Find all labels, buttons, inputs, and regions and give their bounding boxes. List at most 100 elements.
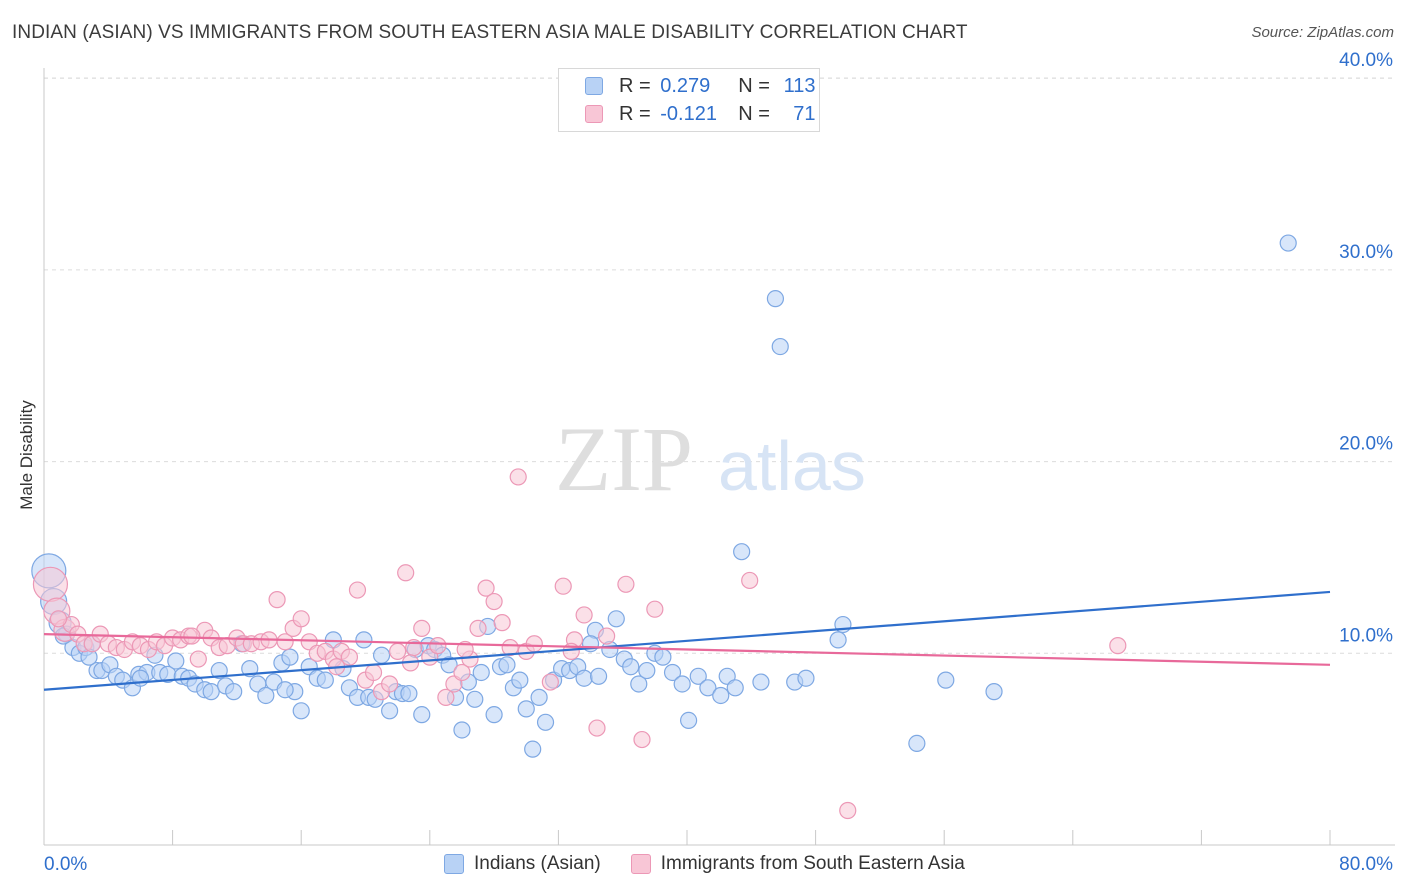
y-tick-label: 20.0% xyxy=(1339,434,1393,455)
data-point xyxy=(588,719,606,737)
data-point xyxy=(276,633,294,651)
data-point xyxy=(183,627,201,645)
data-point xyxy=(210,661,228,680)
data-point xyxy=(733,543,751,561)
data-point xyxy=(485,706,503,724)
data-point xyxy=(281,648,299,666)
data-point xyxy=(633,730,651,749)
data-point xyxy=(536,713,555,731)
data-point xyxy=(400,684,418,703)
data-point xyxy=(493,614,511,632)
data-point xyxy=(292,610,310,628)
data-point xyxy=(752,673,770,691)
data-point xyxy=(340,648,359,666)
legend-r-label: R = xyxy=(619,74,651,97)
data-point xyxy=(381,702,399,720)
data-point xyxy=(381,675,399,693)
data-point xyxy=(617,575,635,593)
data-point xyxy=(646,600,664,618)
legend-swatch-blue xyxy=(444,854,464,874)
legend-row-blue: R = 0.279 N = 113 xyxy=(585,73,816,99)
data-point xyxy=(389,642,407,660)
data-point xyxy=(663,663,682,682)
data-point xyxy=(509,468,527,486)
data-point xyxy=(466,690,484,708)
data-point xyxy=(829,631,847,649)
watermark-atlas: atlas xyxy=(718,427,866,505)
data-point xyxy=(575,606,593,624)
data-point xyxy=(49,610,68,628)
data-point xyxy=(517,700,535,718)
legend-n-label: N = xyxy=(738,74,770,97)
data-point xyxy=(673,675,691,693)
legend-n-value: 71 xyxy=(793,102,816,125)
legend-r-value: 0.279 xyxy=(660,74,711,97)
watermark-zip: ZIP xyxy=(555,408,693,510)
legend-item-immigrants: Immigrants from South Eastern Asia xyxy=(630,853,965,875)
data-point xyxy=(440,656,458,674)
data-point xyxy=(839,801,857,820)
data-point xyxy=(189,650,207,668)
x-tick-label: 80.0% xyxy=(1339,854,1393,875)
legend-label-indians: Indians (Asian) xyxy=(474,853,601,874)
data-point xyxy=(413,619,431,637)
data-point xyxy=(257,686,275,705)
data-point xyxy=(372,646,391,664)
series-legend: Indians (Asian) Immigrants from South Ea… xyxy=(444,852,995,876)
data-point xyxy=(202,683,220,701)
data-point xyxy=(453,721,471,739)
data-point xyxy=(541,673,559,691)
data-point xyxy=(699,679,717,697)
data-point xyxy=(429,637,447,655)
trend-line xyxy=(43,590,1331,691)
data-point xyxy=(630,675,648,693)
data-point xyxy=(472,663,490,682)
data-point xyxy=(32,566,69,602)
grid-lines xyxy=(44,77,1395,654)
data-point xyxy=(741,571,759,590)
data-point xyxy=(316,671,334,689)
data-point xyxy=(771,337,789,356)
data-point xyxy=(598,627,616,645)
data-point xyxy=(524,740,542,758)
legend-swatch-pink xyxy=(585,105,603,123)
x-tick-label: 0.0% xyxy=(44,854,87,875)
data-point xyxy=(622,658,640,676)
data-point xyxy=(276,681,294,699)
chart-title: INDIAN (ASIAN) VS IMMIGRANTS FROM SOUTH … xyxy=(12,22,968,43)
data-point xyxy=(689,667,707,685)
legend-r-label: R = xyxy=(619,102,651,125)
data-point xyxy=(437,688,455,706)
data-point xyxy=(453,663,471,682)
data-point xyxy=(589,667,608,685)
data-point xyxy=(413,706,431,724)
data-point xyxy=(225,683,243,701)
data-point xyxy=(575,669,593,687)
data-point xyxy=(469,619,487,637)
data-point xyxy=(364,663,383,682)
data-point xyxy=(1109,637,1127,655)
data-point xyxy=(485,592,503,611)
data-point xyxy=(501,638,519,657)
trend-lines xyxy=(43,590,1331,691)
legend-label-immigrants: Immigrants from South Eastern Asia xyxy=(660,853,965,874)
legend-swatch-blue xyxy=(585,77,603,95)
data-point xyxy=(477,579,495,597)
series-immigrants-sea xyxy=(32,468,1127,820)
legend-swatch-pink xyxy=(630,854,651,874)
data-point xyxy=(554,577,572,595)
data-point xyxy=(268,591,286,609)
data-point xyxy=(712,686,730,705)
legend-r-value: -0.121 xyxy=(660,102,717,125)
data-point xyxy=(511,671,529,689)
data-point xyxy=(241,660,259,678)
data-point xyxy=(654,648,672,666)
stats-legend: R = 0.279 N = 113 R = -0.121 N = 71 xyxy=(558,68,820,132)
data-point xyxy=(985,683,1003,701)
y-tick-label: 30.0% xyxy=(1339,242,1393,263)
axes xyxy=(43,68,1395,846)
data-point xyxy=(292,702,310,720)
data-point xyxy=(498,656,516,674)
legend-n-label: N = xyxy=(738,102,770,125)
data-point xyxy=(937,671,955,689)
